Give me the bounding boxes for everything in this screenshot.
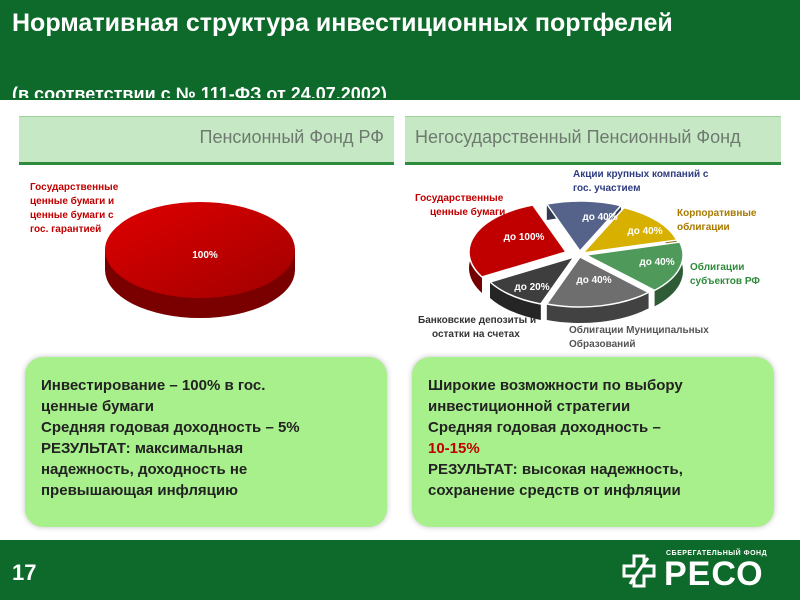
summary-box-pension-fund: Инвестирование – 100% в гос. ценные бума… — [25, 357, 387, 527]
summary-box-npf: Широкие возможности по выбору инвестицио… — [412, 357, 774, 527]
label-deposit: Банковские депозиты и остатки на счетах — [418, 315, 539, 340]
box-left-line: превышающая инфляцию — [41, 482, 238, 499]
slice-label-stocks: до 40% — [582, 212, 617, 223]
pie-left: 100% — [105, 202, 295, 318]
slice-label-gov: до 100% — [504, 232, 545, 243]
box-right-line: сохранение средств от инфляции — [428, 482, 681, 499]
slice-corp — [581, 206, 678, 255]
box-left-line: ценные бумаги — [41, 398, 154, 415]
box-right-line: Средняя годовая доходность – — [428, 419, 661, 436]
slice-stocks — [545, 200, 623, 253]
logo-big-text: РЕСО — [664, 555, 764, 593]
slice-regional — [583, 241, 684, 292]
band-npf: Негосударственный Пенсионный Фонд — [405, 116, 781, 165]
label-regional: Облигации субъектов РФ — [690, 261, 760, 287]
box-right-yield-highlight: 10-15% — [428, 440, 480, 457]
logo-small-text: СБЕРЕГАТЕЛЬНЫЙ ФОНД — [666, 550, 768, 557]
box-right-line: Широкие возможности по выбору — [428, 377, 683, 394]
box-left-line: РЕЗУЛЬТАТ: максимальная — [41, 440, 244, 457]
band-pension-fund-label: Пенсионный Фонд РФ — [199, 127, 384, 147]
pie-left-category-label: Государственные ценные бумаги и ценные б… — [30, 182, 121, 235]
page-subtitle: (в соответствии с № 111-ФЗ от 24.07.2002… — [12, 84, 387, 98]
slice-gov — [468, 204, 568, 278]
label-gov: Государственные ценные бумаги — [415, 193, 506, 218]
box-left-line: надежность, доходность не — [41, 461, 248, 478]
box-left-line: Средняя годовая доходность – 5% — [41, 419, 300, 436]
page-title: Нормативная структура инвестиционных пор… — [12, 9, 673, 37]
header-bar: Нормативная структура инвестиционных пор… — [0, 0, 800, 110]
box-right-line: РЕЗУЛЬТАТ: высокая надежность, — [428, 461, 683, 478]
pie-left-slice-gov — [105, 202, 295, 298]
slice-municipal — [545, 256, 651, 308]
header-divider — [0, 100, 800, 114]
pie-charts: 100% Государственные ценные бумаги и цен… — [30, 169, 760, 350]
label-corp: Корпоративные облигации — [677, 208, 759, 233]
box-left-line: Инвестирование – 100% в гос. — [41, 377, 266, 394]
reso-cross-icon — [622, 554, 656, 588]
footer-bar: 17 СБЕРЕГАТЕЛЬНЫЙ ФОНД РЕСО — [0, 540, 800, 600]
box-right-line: инвестиционной стратегии — [428, 398, 631, 415]
label-stocks: Акции крупных компаний с гос. участием — [573, 169, 711, 194]
slice-label-municipal: до 40% — [576, 275, 611, 286]
slice-label-regional: до 40% — [639, 257, 674, 268]
slice-label-corp: до 40% — [627, 226, 662, 237]
band-pension-fund: Пенсионный Фонд РФ — [19, 116, 394, 165]
reso-logo: СБЕРЕГАТЕЛЬНЫЙ ФОНД РЕСО — [620, 550, 790, 592]
slice-deposit — [488, 255, 576, 305]
slice-label-deposit: до 20% — [514, 282, 549, 293]
page-number: 17 — [12, 560, 37, 585]
pie-right: до 100% до 40% до 40% до 40% до 40% до 2… — [468, 200, 684, 323]
band-npf-label: Негосударственный Пенсионный Фонд — [415, 127, 741, 147]
pie-left-value-label: 100% — [192, 250, 218, 261]
label-municipal: Облигации Муниципальных Образований — [569, 324, 712, 350]
